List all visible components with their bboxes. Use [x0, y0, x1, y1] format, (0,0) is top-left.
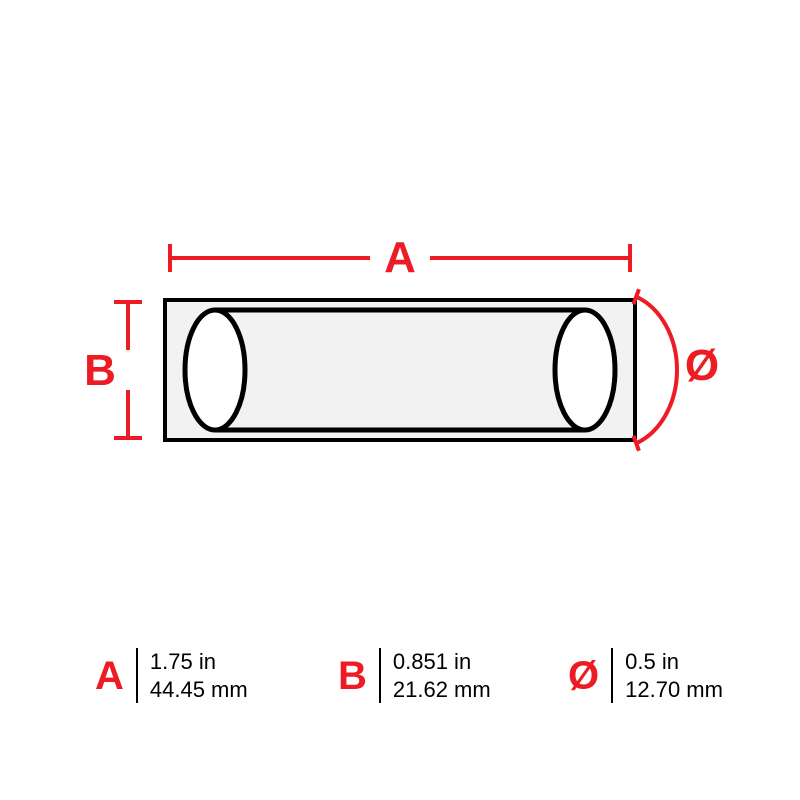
legend-a-inches: 1.75 in — [150, 648, 248, 676]
legend-a-mm: 44.45 mm — [150, 676, 248, 704]
legend-letter-b: B — [338, 656, 379, 696]
legend-separator — [379, 648, 381, 703]
dim-diameter-tick — [633, 289, 638, 304]
legend-separator — [136, 648, 138, 703]
legend-item-a: A 1.75 in 44.45 mm — [95, 648, 248, 703]
legend-d-mm: 12.70 mm — [625, 676, 723, 704]
legend-item-b: B 0.851 in 21.62 mm — [338, 648, 491, 703]
legend-b-mm: 21.62 mm — [393, 676, 491, 704]
legend-b-inches: 0.851 in — [393, 648, 491, 676]
dim-a-label: A — [384, 233, 416, 282]
dim-diameter-arc — [636, 297, 677, 444]
dim-b-label: B — [84, 346, 116, 395]
legend-letter-d: Ø — [568, 656, 611, 696]
dim-diameter-label: Ø — [685, 341, 719, 390]
legend-separator — [611, 648, 613, 703]
legend-d-inches: 0.5 in — [625, 648, 723, 676]
dim-diameter-tick — [633, 436, 638, 451]
cylinder-left-cap — [185, 310, 245, 430]
legend-letter-a: A — [95, 656, 136, 696]
cylinder-right-cap — [555, 310, 615, 430]
legend-item-d: Ø 0.5 in 12.70 mm — [568, 648, 723, 703]
